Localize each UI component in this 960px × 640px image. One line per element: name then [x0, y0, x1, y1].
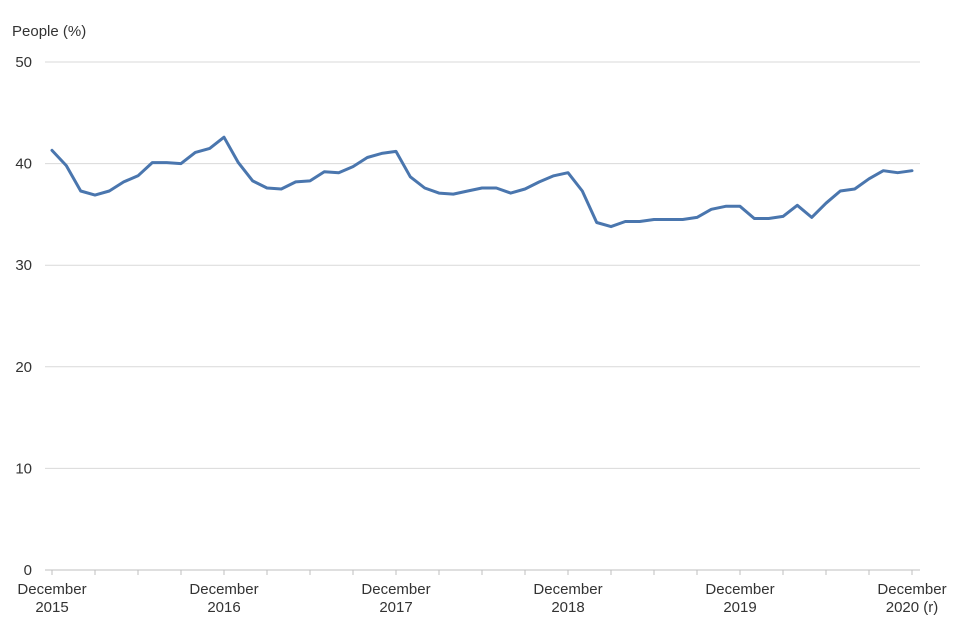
x-tick-label-year: 2018: [551, 599, 584, 616]
x-tick-label-month: December: [17, 581, 86, 598]
y-tick-label: 10: [15, 460, 32, 477]
x-tick-label-year: 2017: [379, 599, 412, 616]
x-tick-label-month: December: [189, 581, 258, 598]
x-tick-label-year: 2016: [207, 599, 240, 616]
x-tick-label-year: 2019: [723, 599, 756, 616]
x-tick-label-year: 2015: [35, 599, 68, 616]
series-layer: [50, 135, 914, 229]
y-tick-labels: 0 10 20 30 40 50: [15, 54, 32, 579]
y-axis-label: People (%): [12, 23, 86, 40]
x-tick-label-month: December: [361, 581, 430, 598]
x-tick-label-month: December: [705, 581, 774, 598]
y-tick-label: 0: [24, 562, 32, 579]
x-tick-label-month: December: [877, 581, 946, 598]
x-tick-labels: December2015December2016December2017Dece…: [17, 570, 947, 616]
x-tick-label-month: December: [533, 581, 602, 598]
gridlines: [45, 61, 920, 469]
y-tick-label: 30: [15, 257, 32, 274]
y-tick-label: 20: [15, 359, 32, 376]
x-tick-label-year: 2020 (r): [886, 599, 939, 616]
y-tick-label: 40: [15, 156, 32, 173]
y-tick-label: 50: [15, 54, 32, 71]
series-line: [50, 135, 914, 229]
